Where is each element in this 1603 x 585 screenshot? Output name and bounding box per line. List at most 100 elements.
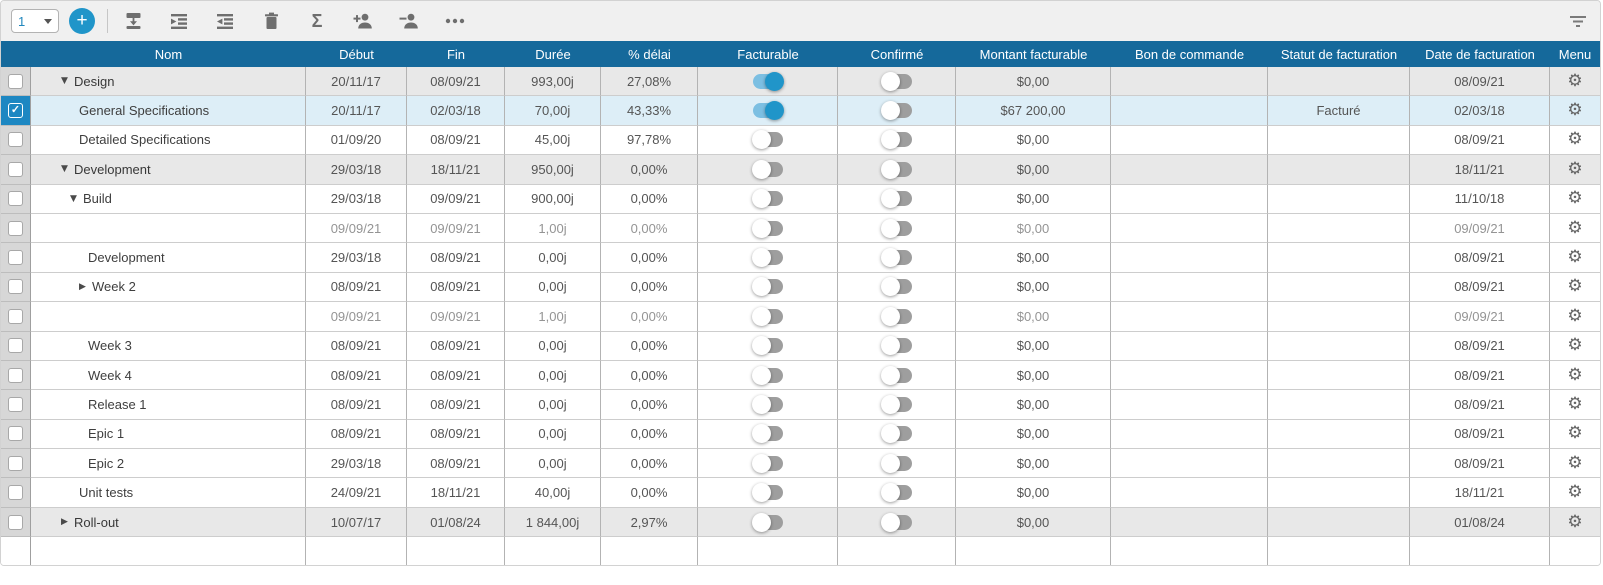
duration-cell[interactable] — [505, 537, 601, 565]
billable-amount-cell[interactable]: $0,00 — [956, 419, 1111, 450]
outdent-icon[interactable] — [214, 11, 236, 31]
gear-icon[interactable]: ⚙ — [1567, 188, 1583, 209]
billable-amount-cell[interactable]: $0,00 — [956, 360, 1111, 391]
billing-status-cell[interactable] — [1268, 155, 1410, 185]
task-name-cell[interactable]: ▶ Week 2 — [31, 272, 306, 303]
level-select[interactable]: 1 — [11, 9, 59, 33]
start-date-cell[interactable]: 29/03/18 — [306, 184, 407, 214]
billable-amount-cell[interactable] — [956, 537, 1111, 565]
task-name-cell[interactable]: Week 4 — [31, 360, 306, 391]
billable-amount-cell[interactable]: $0,00 — [956, 390, 1111, 420]
purchase-order-cell[interactable] — [1111, 331, 1268, 361]
billing-status-cell[interactable] — [1268, 184, 1410, 214]
delay-percent-cell[interactable]: 27,08% — [601, 67, 698, 97]
remove-assignee-icon[interactable] — [398, 11, 420, 31]
row-checkbox[interactable] — [8, 73, 23, 89]
purchase-order-cell[interactable] — [1111, 125, 1268, 156]
billing-date-cell[interactable]: 09/09/21 — [1410, 302, 1550, 332]
end-date-cell[interactable]: 08/09/21 — [407, 67, 505, 97]
gear-icon[interactable]: ⚙ — [1567, 100, 1583, 121]
purchase-order-cell[interactable] — [1111, 302, 1268, 332]
billable-amount-cell[interactable]: $0,00 — [956, 184, 1111, 214]
billing-date-cell[interactable]: 08/09/21 — [1410, 67, 1550, 97]
billing-status-cell[interactable] — [1268, 390, 1410, 420]
duration-cell[interactable]: 40,00j — [505, 478, 601, 508]
billing-date-cell[interactable]: 08/09/21 — [1410, 272, 1550, 303]
gear-icon[interactable]: ⚙ — [1567, 511, 1583, 532]
task-name-cell[interactable]: Week 3 — [31, 331, 306, 361]
billable-amount-cell[interactable]: $67 200,00 — [956, 96, 1111, 126]
more-options-icon[interactable] — [444, 11, 466, 31]
duration-cell[interactable]: 1 844,00j — [505, 507, 601, 538]
billable-toggle[interactable] — [751, 218, 783, 238]
delay-percent-cell[interactable]: 0,00% — [601, 331, 698, 361]
billing-date-cell[interactable]: 08/09/21 — [1410, 390, 1550, 420]
confirmed-toggle[interactable] — [880, 130, 912, 150]
billing-date-cell[interactable]: 08/09/21 — [1410, 419, 1550, 450]
purchase-order-cell[interactable] — [1111, 243, 1268, 273]
billing-status-cell[interactable] — [1268, 537, 1410, 565]
billable-amount-cell[interactable]: $0,00 — [956, 449, 1111, 479]
delay-percent-cell[interactable]: 0,00% — [601, 184, 698, 214]
gear-icon[interactable]: ⚙ — [1567, 482, 1583, 503]
billing-date-cell[interactable]: 01/08/24 — [1410, 507, 1550, 538]
delay-percent-cell[interactable]: 0,00% — [601, 390, 698, 420]
delay-percent-cell[interactable]: 0,00% — [601, 478, 698, 508]
end-date-cell[interactable]: 09/09/21 — [407, 184, 505, 214]
add-assignee-icon[interactable] — [352, 11, 374, 31]
billing-date-cell[interactable]: 08/09/21 — [1410, 331, 1550, 361]
start-date-cell[interactable]: 29/03/18 — [306, 155, 407, 185]
billable-toggle[interactable] — [751, 130, 783, 150]
billing-status-cell[interactable] — [1268, 331, 1410, 361]
gear-icon[interactable]: ⚙ — [1567, 305, 1583, 326]
end-date-cell[interactable] — [407, 537, 505, 565]
delay-percent-cell[interactable]: 0,00% — [601, 155, 698, 185]
delay-percent-cell[interactable]: 0,00% — [601, 243, 698, 273]
delete-icon[interactable] — [260, 11, 282, 31]
end-date-cell[interactable]: 09/09/21 — [407, 302, 505, 332]
end-date-cell[interactable]: 08/09/21 — [407, 449, 505, 479]
purchase-order-cell[interactable] — [1111, 390, 1268, 420]
purchase-order-cell[interactable] — [1111, 360, 1268, 391]
purchase-order-cell[interactable] — [1111, 96, 1268, 126]
gear-icon[interactable]: ⚙ — [1567, 158, 1583, 179]
delay-percent-cell[interactable]: 0,00% — [601, 213, 698, 244]
billing-date-cell[interactable]: 08/09/21 — [1410, 449, 1550, 479]
row-checkbox[interactable] — [8, 191, 23, 207]
duration-cell[interactable]: 0,00j — [505, 360, 601, 391]
insert-row-below-icon[interactable] — [122, 11, 144, 31]
start-date-cell[interactable]: 24/09/21 — [306, 478, 407, 508]
billing-status-cell[interactable] — [1268, 449, 1410, 479]
gear-icon[interactable]: ⚙ — [1567, 70, 1583, 91]
start-date-cell[interactable]: 29/03/18 — [306, 449, 407, 479]
confirmed-toggle[interactable] — [880, 365, 912, 385]
gear-icon[interactable]: ⚙ — [1567, 335, 1583, 356]
confirmed-toggle[interactable] — [880, 71, 912, 91]
billing-status-cell[interactable] — [1268, 478, 1410, 508]
add-task-button[interactable]: + — [69, 8, 95, 34]
purchase-order-cell[interactable] — [1111, 537, 1268, 565]
task-name-cell[interactable] — [31, 213, 306, 244]
billable-toggle[interactable] — [751, 306, 783, 326]
row-checkbox[interactable] — [8, 426, 23, 442]
billing-status-cell[interactable] — [1268, 213, 1410, 244]
row-checkbox[interactable]: ✓ — [8, 103, 23, 119]
purchase-order-cell[interactable] — [1111, 272, 1268, 303]
confirmed-toggle[interactable] — [880, 218, 912, 238]
confirmed-toggle[interactable] — [880, 453, 912, 473]
duration-cell[interactable]: 70,00j — [505, 96, 601, 126]
billing-date-cell[interactable]: 09/09/21 — [1410, 213, 1550, 244]
billing-date-cell[interactable]: 18/11/21 — [1410, 155, 1550, 185]
billable-toggle[interactable] — [751, 512, 783, 532]
billable-toggle[interactable] — [751, 336, 783, 356]
end-date-cell[interactable]: 08/09/21 — [407, 331, 505, 361]
billing-status-cell[interactable] — [1268, 360, 1410, 391]
confirmed-toggle[interactable] — [880, 189, 912, 209]
billing-date-cell[interactable] — [1410, 537, 1550, 565]
delay-percent-cell[interactable]: 0,00% — [601, 449, 698, 479]
purchase-order-cell[interactable] — [1111, 507, 1268, 538]
billable-toggle[interactable] — [751, 159, 783, 179]
billable-toggle[interactable] — [751, 189, 783, 209]
start-date-cell[interactable]: 09/09/21 — [306, 302, 407, 332]
purchase-order-cell[interactable] — [1111, 155, 1268, 185]
